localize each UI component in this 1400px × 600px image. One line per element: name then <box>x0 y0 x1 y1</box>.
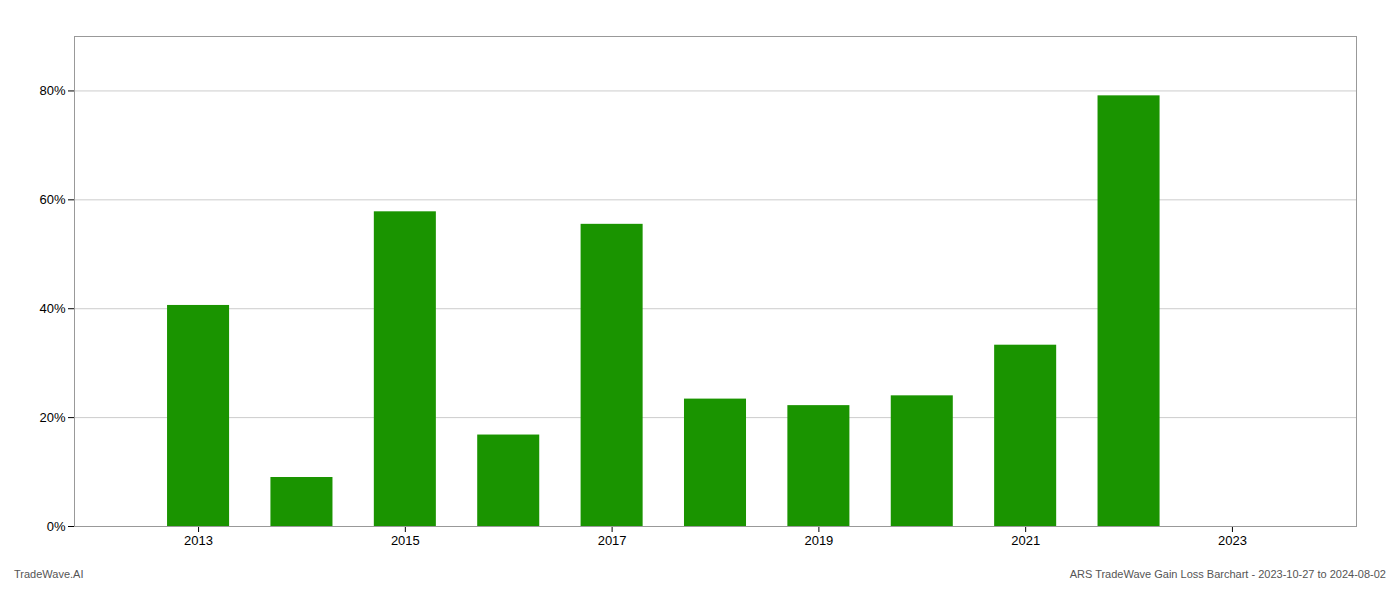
svg-text:2023: 2023 <box>1218 533 1247 548</box>
svg-text:60%: 60% <box>39 192 65 207</box>
svg-text:40%: 40% <box>39 301 65 316</box>
svg-text:0%: 0% <box>47 519 66 534</box>
svg-text:2015: 2015 <box>391 533 420 548</box>
svg-text:2019: 2019 <box>804 533 833 548</box>
html-text:ARS TradeWave Gain Loss Barcha: ARS TradeWave Gain Loss Barchart - 2023-… <box>1069 568 1386 580</box>
svg-text:20%: 20% <box>39 410 65 425</box>
svg-text:80%: 80% <box>39 83 65 98</box>
svg-text:2013: 2013 <box>184 533 213 548</box>
html-text:TradeWave.AI: TradeWave.AI <box>14 568 84 580</box>
svg-text:2021: 2021 <box>1011 533 1040 548</box>
svg-text:2017: 2017 <box>598 533 627 548</box>
